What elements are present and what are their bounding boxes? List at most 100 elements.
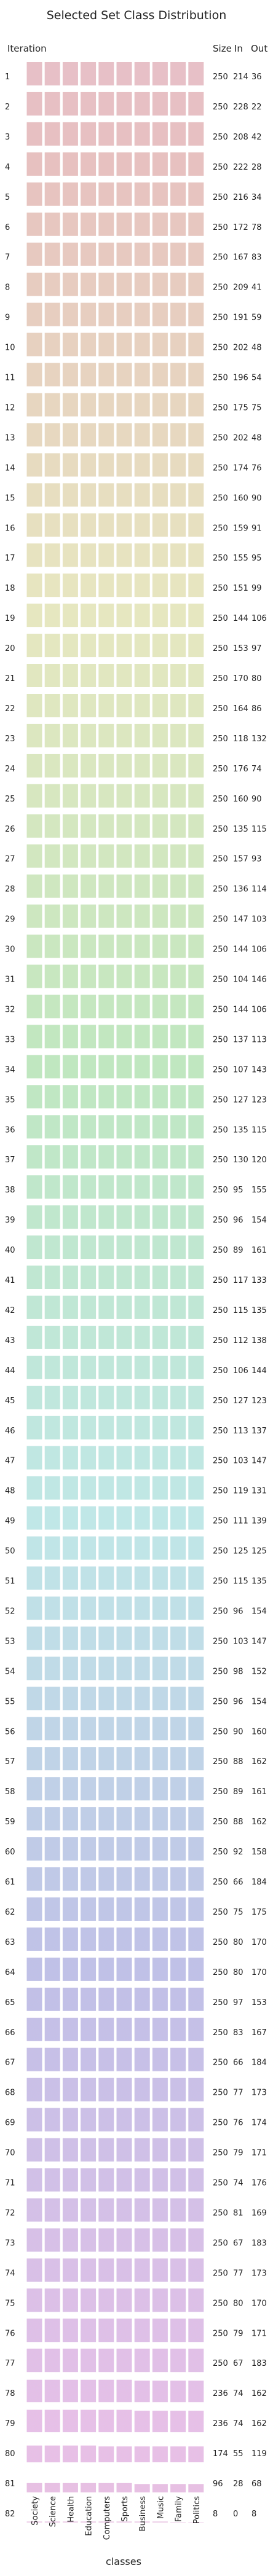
size-value: 250 bbox=[213, 1697, 228, 1706]
out-value: 86 bbox=[251, 704, 262, 714]
class-bar bbox=[81, 2198, 97, 2222]
class-bar bbox=[62, 1837, 78, 1861]
class-bar bbox=[98, 1115, 114, 1139]
class-bar bbox=[44, 242, 60, 266]
iteration-row: 31 250 104 146 bbox=[5, 964, 267, 988]
class-bar bbox=[134, 904, 150, 928]
class-bar bbox=[26, 1295, 42, 1319]
class-bar bbox=[188, 393, 204, 417]
out-value: 183 bbox=[251, 2239, 267, 2248]
class-bar bbox=[26, 2108, 42, 2132]
out-value: 169 bbox=[251, 2208, 267, 2218]
class-bar bbox=[98, 723, 114, 747]
class-bar bbox=[26, 1055, 42, 1079]
iteration-row: 13 250 202 48 bbox=[5, 423, 262, 447]
class-bar bbox=[170, 2168, 186, 2192]
class-bar bbox=[62, 784, 78, 808]
size-value: 250 bbox=[213, 1306, 228, 1315]
class-bar bbox=[98, 1897, 114, 1921]
class-bar bbox=[170, 393, 186, 417]
iteration-label: 57 bbox=[5, 1757, 15, 1767]
iteration-label: 42 bbox=[5, 1306, 15, 1315]
class-bar bbox=[26, 543, 42, 567]
class-bar bbox=[188, 1867, 204, 1891]
out-value: 154 bbox=[251, 1607, 267, 1616]
class-bar bbox=[44, 1536, 60, 1560]
class-bar bbox=[81, 1536, 97, 1560]
in-value: 76 bbox=[233, 2119, 243, 2128]
class-bar bbox=[170, 995, 186, 1018]
iteration-label: 68 bbox=[5, 2089, 15, 2098]
class-bar bbox=[81, 1416, 97, 1440]
class-bar bbox=[44, 1175, 60, 1199]
class-bar bbox=[81, 1025, 97, 1049]
class-bar bbox=[152, 1266, 168, 1289]
class-bar bbox=[188, 1385, 204, 1409]
class-bar bbox=[44, 1235, 60, 1259]
class-bar bbox=[188, 2168, 204, 2192]
class-bar bbox=[98, 2318, 114, 2342]
class-bar bbox=[98, 604, 114, 628]
class-bar bbox=[81, 2258, 97, 2282]
class-bar bbox=[134, 754, 150, 778]
class-bar bbox=[26, 122, 42, 146]
class-bar bbox=[26, 393, 42, 417]
iteration-label: 25 bbox=[5, 795, 15, 804]
size-column-header: Size bbox=[213, 43, 232, 54]
class-bar bbox=[134, 62, 150, 85]
class-bar bbox=[170, 1897, 186, 1921]
class-bar bbox=[170, 423, 186, 447]
out-value: 34 bbox=[251, 193, 262, 202]
class-bar bbox=[152, 1626, 168, 1650]
class-bar bbox=[98, 1957, 114, 1981]
class-bar bbox=[152, 2228, 168, 2252]
class-bar bbox=[62, 212, 78, 236]
in-value: 157 bbox=[233, 855, 248, 864]
class-bar bbox=[44, 1416, 60, 1440]
class-bar bbox=[26, 604, 42, 628]
class-bar bbox=[188, 2288, 204, 2312]
class-bar bbox=[98, 1687, 114, 1711]
class-bar bbox=[152, 634, 168, 658]
in-value: 75 bbox=[233, 1908, 243, 1917]
class-bar bbox=[98, 2078, 114, 2101]
size-value: 250 bbox=[213, 584, 228, 593]
class-bar bbox=[170, 664, 186, 687]
class-bar bbox=[170, 1025, 186, 1049]
class-bar bbox=[116, 543, 132, 567]
class-bar bbox=[152, 2349, 168, 2373]
class-bar bbox=[170, 1987, 186, 2011]
out-value: 42 bbox=[251, 133, 262, 142]
class-bar bbox=[98, 212, 114, 236]
class-bar bbox=[62, 1446, 78, 1470]
class-bar bbox=[62, 1266, 78, 1289]
class-bar bbox=[44, 814, 60, 838]
class-bar bbox=[188, 1115, 204, 1139]
in-value: 77 bbox=[233, 2269, 243, 2278]
in-value: 160 bbox=[233, 494, 248, 503]
iteration-label: 45 bbox=[5, 1396, 15, 1406]
class-bar bbox=[170, 1867, 186, 1891]
class-bar bbox=[188, 302, 204, 326]
class-bar bbox=[81, 2078, 97, 2101]
out-value: 162 bbox=[251, 2419, 267, 2428]
out-value: 135 bbox=[251, 1306, 267, 1315]
class-bar bbox=[81, 182, 97, 206]
class-bar bbox=[170, 1927, 186, 1951]
class-bar bbox=[44, 1476, 60, 1500]
in-value: 135 bbox=[233, 825, 248, 834]
iteration-label: 14 bbox=[5, 463, 15, 473]
in-column-header: In bbox=[234, 43, 243, 54]
class-bar bbox=[188, 573, 204, 597]
size-value: 250 bbox=[213, 1547, 228, 1556]
in-value: 74 bbox=[233, 2389, 243, 2398]
class-bar bbox=[170, 1115, 186, 1139]
iteration-label: 67 bbox=[5, 2058, 15, 2068]
iteration-label: 47 bbox=[5, 1457, 15, 1466]
class-bar bbox=[81, 393, 97, 417]
class-bar bbox=[26, 62, 42, 85]
class-bar bbox=[170, 1777, 186, 1801]
iteration-row: 47 250 103 147 bbox=[5, 1446, 267, 1470]
class-bar bbox=[188, 1266, 204, 1289]
out-value: 155 bbox=[251, 1186, 267, 1195]
